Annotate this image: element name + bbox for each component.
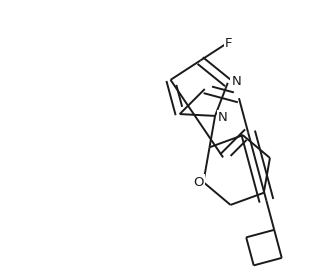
Text: F: F bbox=[225, 37, 232, 50]
Text: O: O bbox=[193, 176, 203, 189]
Text: N: N bbox=[232, 75, 241, 88]
Text: N: N bbox=[218, 111, 228, 124]
